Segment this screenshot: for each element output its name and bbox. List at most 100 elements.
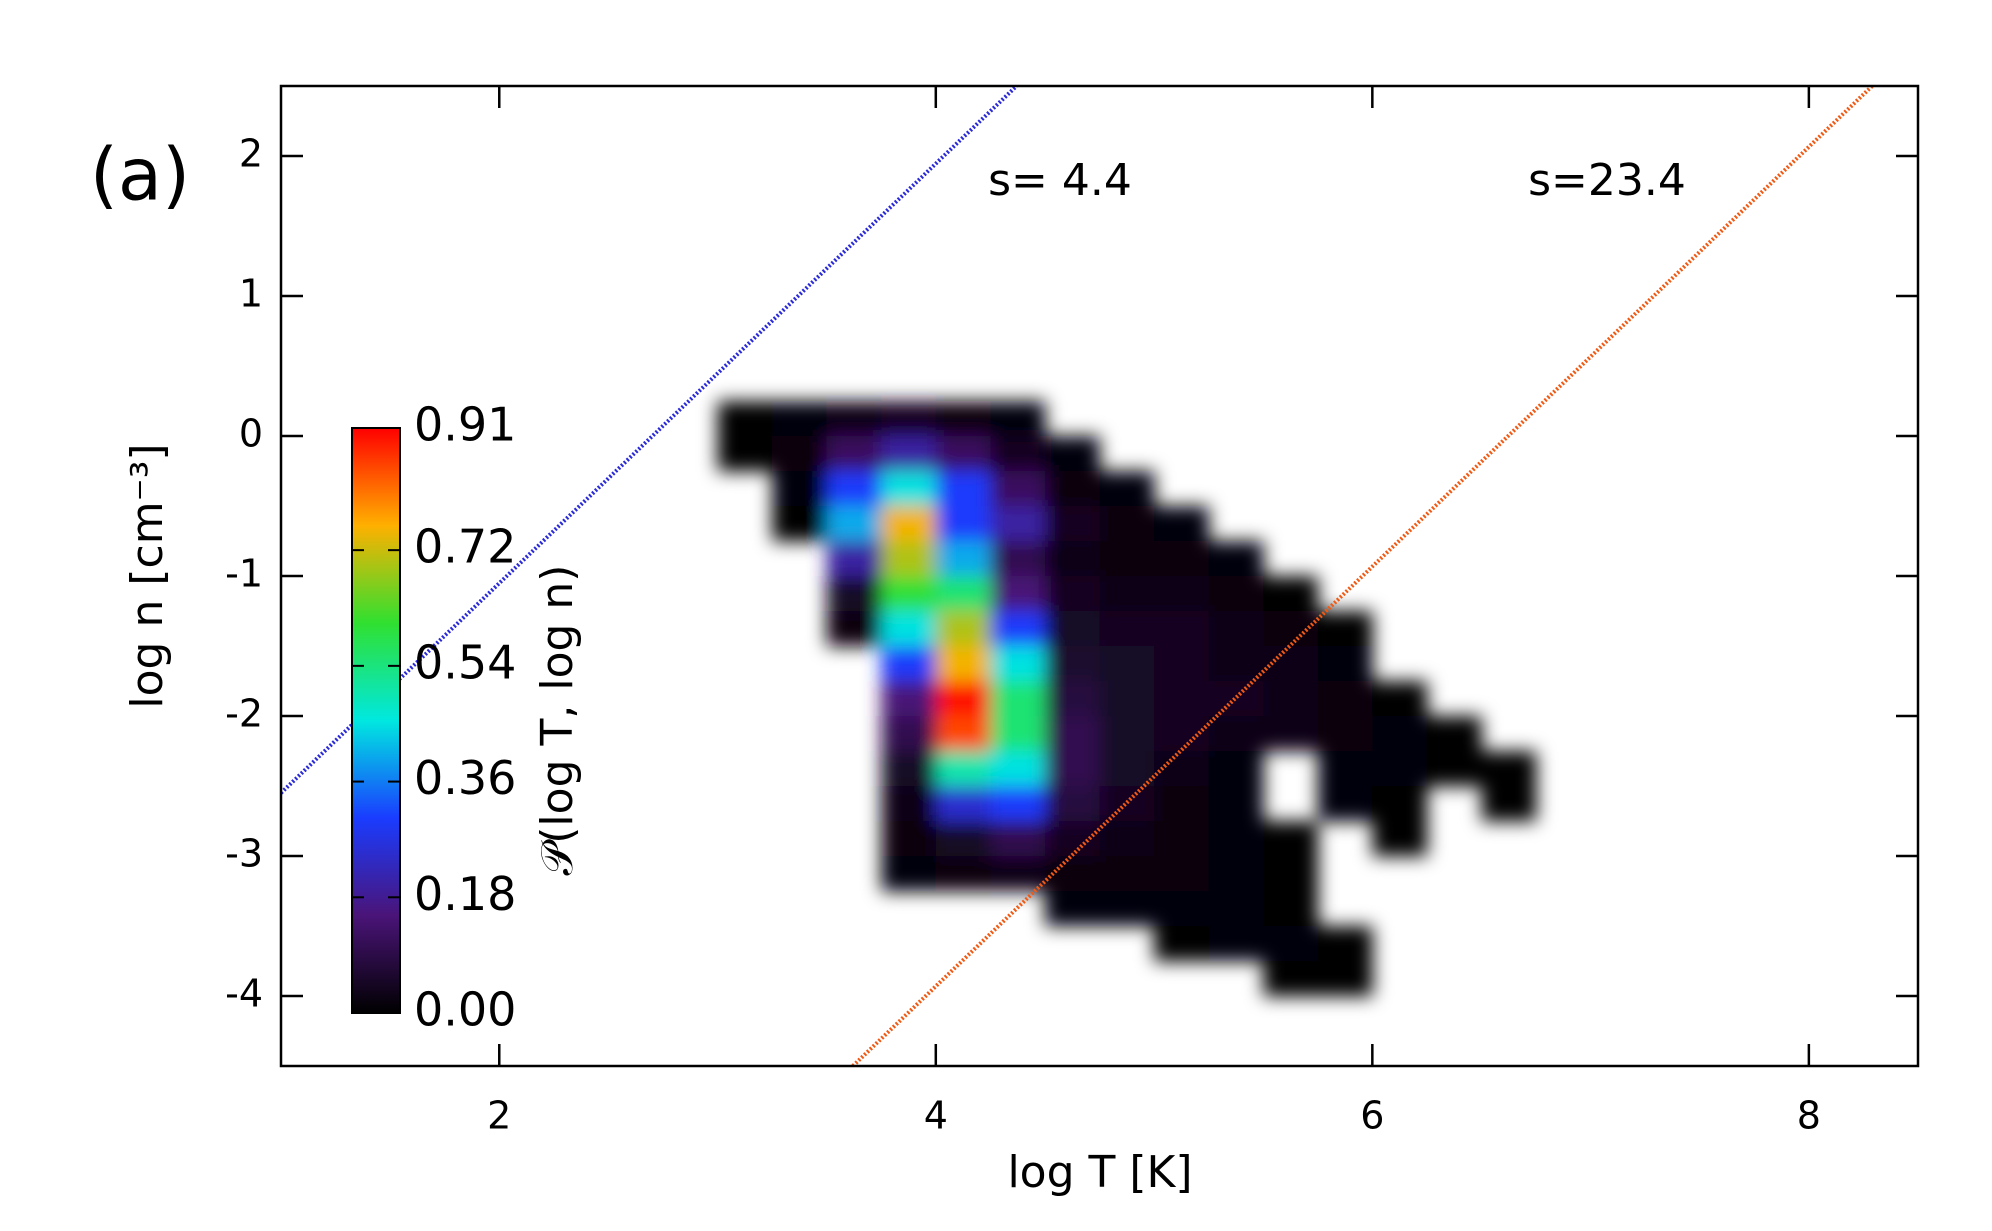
heatmap-cell [935,611,991,647]
heatmap-cell [935,576,991,612]
heatmap-cell [1154,856,1210,892]
heatmap-cell [881,786,937,822]
heatmap-cell [1099,576,1155,612]
heatmap-cell [990,716,1046,752]
heatmap-cell [1263,961,1319,997]
annotation: s=23.4 [1528,155,1686,206]
colorbar-label: 𝒫(log T, log n) [532,565,583,876]
y-tick-label: -1 [225,552,263,596]
heatmap-cell [1154,611,1210,647]
heatmap-cell [1154,891,1210,927]
heatmap-cell [1208,611,1264,647]
heatmap-cell [1317,961,1373,997]
heatmap-cell [1099,786,1155,822]
heatmap-cell [1154,681,1210,717]
heatmap-cell [1044,786,1100,822]
heatmap-cell [826,471,882,507]
heatmap-cell [1208,786,1264,822]
heatmap-cell [1317,751,1373,787]
heatmap-cell [1099,471,1155,507]
heatmap-cell [881,751,937,787]
heatmap-cell [990,541,1046,577]
heatmap-cell [1372,681,1428,717]
heatmap-cell [881,681,937,717]
colorbar-tick-label: 0.54 [414,635,516,689]
colorbar-tick-label: 0.36 [414,751,516,805]
heatmap-cell [881,611,937,647]
heatmap-cell [1372,716,1428,752]
heatmap-cell [1044,471,1100,507]
heatmap-cell [935,471,991,507]
heatmap-cell [935,401,991,437]
heatmap-cell [772,506,828,542]
heatmap-cell [772,436,828,472]
heatmap-cell [1099,751,1155,787]
heatmap-cell [717,401,773,437]
heatmap-cell [1263,611,1319,647]
heatmap-cell [1099,856,1155,892]
heatmap-cell [1099,681,1155,717]
heatmap-cell [881,646,937,682]
heatmap-cell [1481,786,1537,822]
heatmap-cell [1208,681,1264,717]
y-tick-label: 1 [239,272,263,316]
colorbar-tick-label: 0.00 [414,983,516,1037]
y-axis-label: log n [cm⁻³] [122,443,173,708]
heatmap-cell [1426,751,1482,787]
heatmap-cell [1263,821,1319,857]
heatmap-cell [1099,891,1155,927]
heatmap [717,401,1537,997]
heatmap-cell [1481,751,1537,787]
heatmap-cell [1099,541,1155,577]
heatmap-cell [1099,716,1155,752]
heatmap-cell [1208,856,1264,892]
heatmap-cell [990,401,1046,437]
heatmap-cell [990,506,1046,542]
heatmap-cell [990,821,1046,857]
heatmap-cell [1154,821,1210,857]
heatmap-cell [990,611,1046,647]
heatmap-cell [935,436,991,472]
annotation: s= 4.4 [988,155,1132,206]
heatmap-cell [1154,646,1210,682]
panel-label: (a) [90,133,190,217]
colorbar-tick-label: 0.72 [414,520,516,574]
heatmap-cell [1317,786,1373,822]
y-tick-label: -2 [225,692,263,736]
heatmap-cell [1317,926,1373,962]
heatmap-cell [1317,716,1373,752]
heatmap-cell [1044,506,1100,542]
heatmap-cell [881,471,937,507]
x-tick-label: 6 [1360,1094,1384,1138]
heatmap-cell [990,576,1046,612]
heatmap-cell [1208,576,1264,612]
heatmap-cell [881,541,937,577]
heatmap-cell [1044,436,1100,472]
x-tick-label: 4 [924,1094,948,1138]
heatmap-cell [1154,576,1210,612]
heatmap-cell [1263,716,1319,752]
heatmap-cell [1099,821,1155,857]
heatmap-cell [826,436,882,472]
heatmap-cell [1208,891,1264,927]
heatmap-cell [1099,646,1155,682]
colorbar [351,427,401,1014]
heatmap-cell [1099,506,1155,542]
heatmap-cell [1208,541,1264,577]
heatmap-cell [990,786,1046,822]
heatmap-cell [1044,716,1100,752]
heatmap-cell [826,611,882,647]
heatmap-cell [826,576,882,612]
heatmap-cell [1317,681,1373,717]
heatmap-cell [990,751,1046,787]
heatmap-cell [935,786,991,822]
heatmap-cell [881,856,937,892]
heatmap-cell [881,716,937,752]
heatmap-cell [1372,821,1428,857]
heatmap-cell [935,821,991,857]
x-axis-label: log T [K] [1007,1147,1192,1198]
heatmap-cell [935,506,991,542]
heatmap-cell [1263,681,1319,717]
heatmap-cell [1208,716,1264,752]
